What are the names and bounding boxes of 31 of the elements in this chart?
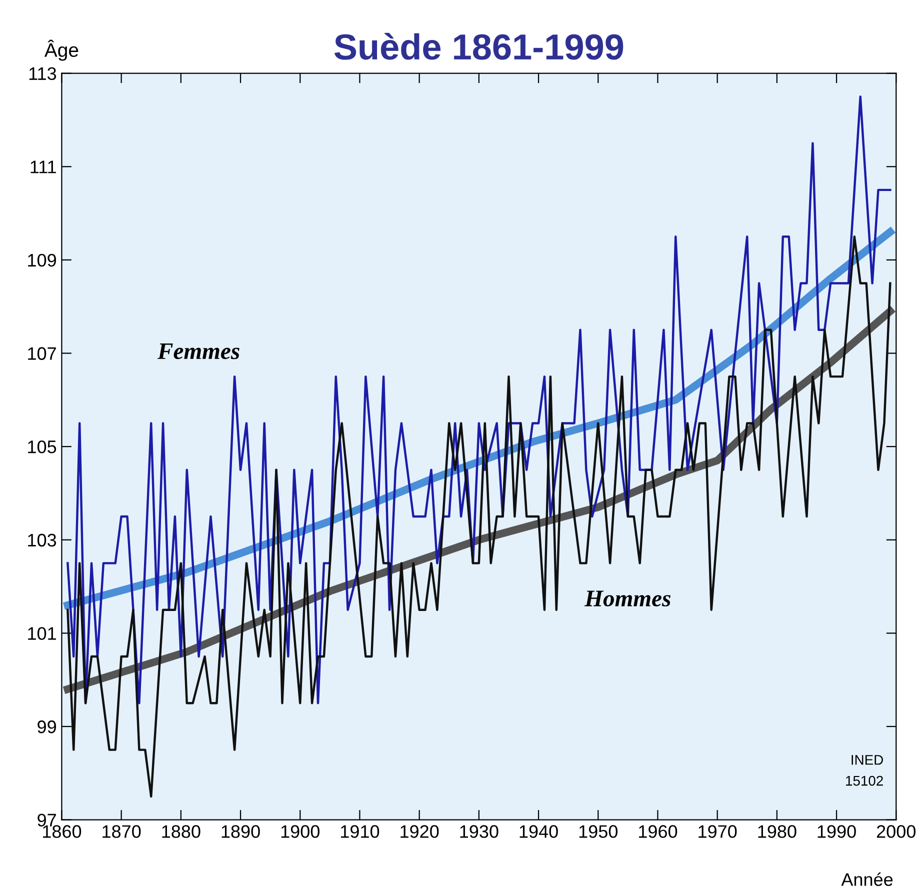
series-label: Femmes — [157, 343, 240, 360]
x-tick-label: 1920 — [400, 825, 439, 838]
x-tick-label: 1910 — [341, 825, 380, 838]
x-tick-label: 1940 — [520, 825, 558, 838]
y-tick-label: 105 — [28, 440, 56, 454]
x-tick-label: 1900 — [281, 825, 320, 838]
chart-title: Suède 1861-1999 — [334, 32, 624, 60]
x-tick-label: 1870 — [102, 825, 141, 838]
series-label: Hommes — [584, 590, 670, 606]
x-tick-label: 2000 — [876, 825, 916, 838]
x-axis-title: Année — [841, 872, 893, 886]
x-tick-label: 1950 — [579, 825, 618, 838]
x-tick-label: 1880 — [162, 825, 200, 838]
y-tick-label: 109 — [28, 254, 56, 267]
x-tick-label: 1980 — [758, 825, 796, 838]
y-tick-label: 113 — [29, 67, 56, 80]
y-tick-label: 97 — [38, 814, 56, 827]
annotation: INED — [852, 755, 883, 765]
y-tick-label: 103 — [28, 534, 56, 547]
y-tick-label: 99 — [38, 720, 56, 734]
annotation: 15102 — [846, 776, 883, 786]
x-tick-label: 1970 — [698, 825, 737, 838]
x-tick-label: 1930 — [460, 825, 498, 838]
y-axis-title: Âge — [44, 40, 78, 61]
x-tick-label: 1990 — [818, 825, 856, 838]
y-tick-label: 101 — [28, 627, 56, 640]
x-tick-label: 1860 — [43, 825, 82, 838]
y-tick-label: 107 — [28, 347, 56, 360]
x-tick-label: 1960 — [639, 825, 678, 838]
x-tick-label: 1890 — [222, 825, 260, 838]
y-tick-label: 111 — [30, 160, 56, 174]
